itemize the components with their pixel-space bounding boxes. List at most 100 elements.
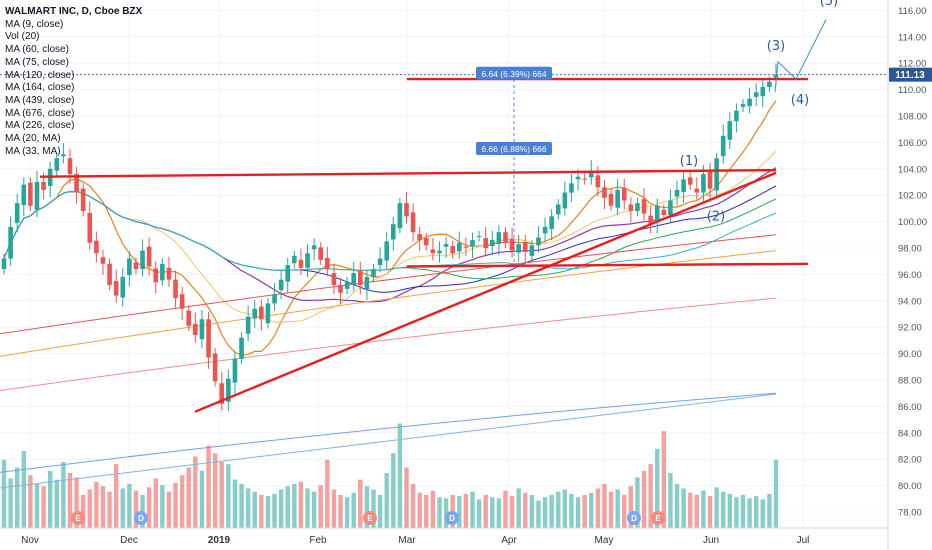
candle-body bbox=[305, 253, 310, 268]
legend-item[interactable]: MA (60, close) bbox=[5, 44, 69, 56]
candle-body bbox=[707, 170, 713, 189]
candle-body bbox=[635, 203, 640, 212]
candle-body bbox=[87, 213, 93, 243]
candle-body bbox=[773, 74, 779, 78]
volume-bar bbox=[529, 495, 535, 528]
candle-body bbox=[463, 246, 469, 248]
volume-bar bbox=[773, 459, 779, 528]
y-tick-label: 110.00 bbox=[898, 85, 926, 96]
candle-body bbox=[628, 204, 634, 212]
event-marker-label: D bbox=[449, 514, 455, 523]
volume-bar bbox=[483, 495, 488, 528]
event-marker-label: E bbox=[75, 514, 81, 523]
volume-bar bbox=[628, 486, 634, 528]
y-tick-label: 90.00 bbox=[898, 349, 922, 360]
legend-item[interactable]: MA (9, close) bbox=[5, 18, 64, 30]
volume-bar bbox=[714, 487, 719, 528]
candle-body bbox=[377, 258, 383, 266]
volume-bar bbox=[681, 488, 686, 528]
candle-body bbox=[239, 337, 244, 359]
candle-body bbox=[767, 81, 772, 87]
volume-bar bbox=[94, 481, 99, 528]
candle-body bbox=[694, 188, 700, 193]
candle-body bbox=[54, 158, 60, 171]
legend-item[interactable]: MA (164, close) bbox=[5, 82, 75, 94]
candle-body bbox=[536, 237, 541, 246]
legend-item[interactable]: MA (676, close) bbox=[5, 107, 75, 119]
volume-bar bbox=[193, 456, 198, 528]
volume-bar bbox=[199, 470, 205, 528]
candle-body bbox=[113, 281, 119, 296]
candle-body bbox=[219, 383, 225, 404]
volume-bar bbox=[674, 484, 680, 528]
trendline-drawings[interactable] bbox=[39, 77, 809, 413]
volume-bar bbox=[226, 464, 231, 528]
x-tick-label: Dec bbox=[120, 535, 138, 546]
volume-bar bbox=[747, 498, 752, 528]
candle-body bbox=[654, 205, 660, 223]
candle-body bbox=[74, 174, 79, 193]
volume-bar bbox=[589, 492, 594, 528]
volume-bar bbox=[608, 491, 614, 528]
volume-bar bbox=[127, 484, 132, 528]
candle-body bbox=[14, 203, 20, 223]
volume-bar bbox=[272, 493, 277, 528]
legend-item[interactable]: MA (33, MA) bbox=[5, 145, 61, 157]
volume-bar bbox=[655, 448, 660, 528]
volume-bar bbox=[186, 467, 191, 528]
y-tick-label: 96.00 bbox=[898, 270, 922, 281]
candle-body bbox=[674, 189, 680, 197]
volume-bar bbox=[358, 479, 363, 528]
candle-body bbox=[179, 294, 185, 309]
volume-bar bbox=[536, 500, 541, 528]
candle-body bbox=[562, 192, 568, 209]
volume-bar bbox=[602, 484, 607, 528]
legend-title[interactable]: WALMART INC, D, Cboe BZX bbox=[5, 6, 143, 17]
volume-bar bbox=[166, 491, 172, 528]
y-tick-label: 100.00 bbox=[898, 217, 927, 228]
candle-body bbox=[28, 182, 33, 206]
volume-bar bbox=[622, 495, 627, 528]
legend-item[interactable]: MA (439, close) bbox=[5, 94, 75, 106]
candle-body bbox=[344, 282, 350, 289]
moving-average-line bbox=[3, 100, 777, 357]
volume-bar bbox=[443, 498, 449, 528]
volume-bar bbox=[28, 475, 33, 528]
volume-bar bbox=[21, 451, 26, 528]
candle-body bbox=[298, 259, 304, 268]
legend-item[interactable]: MA (75, close) bbox=[5, 56, 69, 68]
volume-bar bbox=[509, 496, 515, 528]
volume-bar bbox=[397, 423, 403, 528]
volume-bar bbox=[285, 486, 290, 528]
candle-body bbox=[358, 271, 363, 285]
candle-body bbox=[140, 250, 145, 270]
candle-body bbox=[529, 245, 535, 256]
event-marker bbox=[134, 511, 148, 525]
volume-bar bbox=[113, 464, 119, 528]
candle-body bbox=[608, 193, 614, 206]
candle-body bbox=[21, 184, 27, 206]
volume-bar bbox=[668, 473, 673, 528]
candle-body bbox=[714, 158, 719, 191]
volume-bar bbox=[259, 495, 264, 528]
volume-bar bbox=[153, 478, 158, 528]
candle-body bbox=[199, 319, 205, 340]
legend-item[interactable]: Vol (20) bbox=[5, 31, 40, 43]
legend-item[interactable]: MA (226, close) bbox=[5, 120, 75, 132]
candle-body bbox=[94, 240, 99, 254]
volume-bar bbox=[641, 470, 647, 528]
legend-item[interactable]: MA (120, close) bbox=[5, 69, 75, 81]
moving-average-line bbox=[3, 185, 777, 293]
candle-body bbox=[173, 279, 178, 299]
y-tick-label: 112.00 bbox=[898, 59, 926, 70]
volume-bar bbox=[8, 478, 13, 528]
volume-bar bbox=[338, 495, 343, 528]
volume-bar bbox=[740, 495, 746, 528]
legend-item[interactable]: MA (20, MA) bbox=[5, 133, 61, 145]
candle-body bbox=[701, 174, 706, 193]
candle-body bbox=[34, 182, 40, 210]
volume-bar bbox=[298, 481, 304, 528]
volume-bar bbox=[635, 477, 640, 528]
volume-bar bbox=[391, 453, 396, 528]
